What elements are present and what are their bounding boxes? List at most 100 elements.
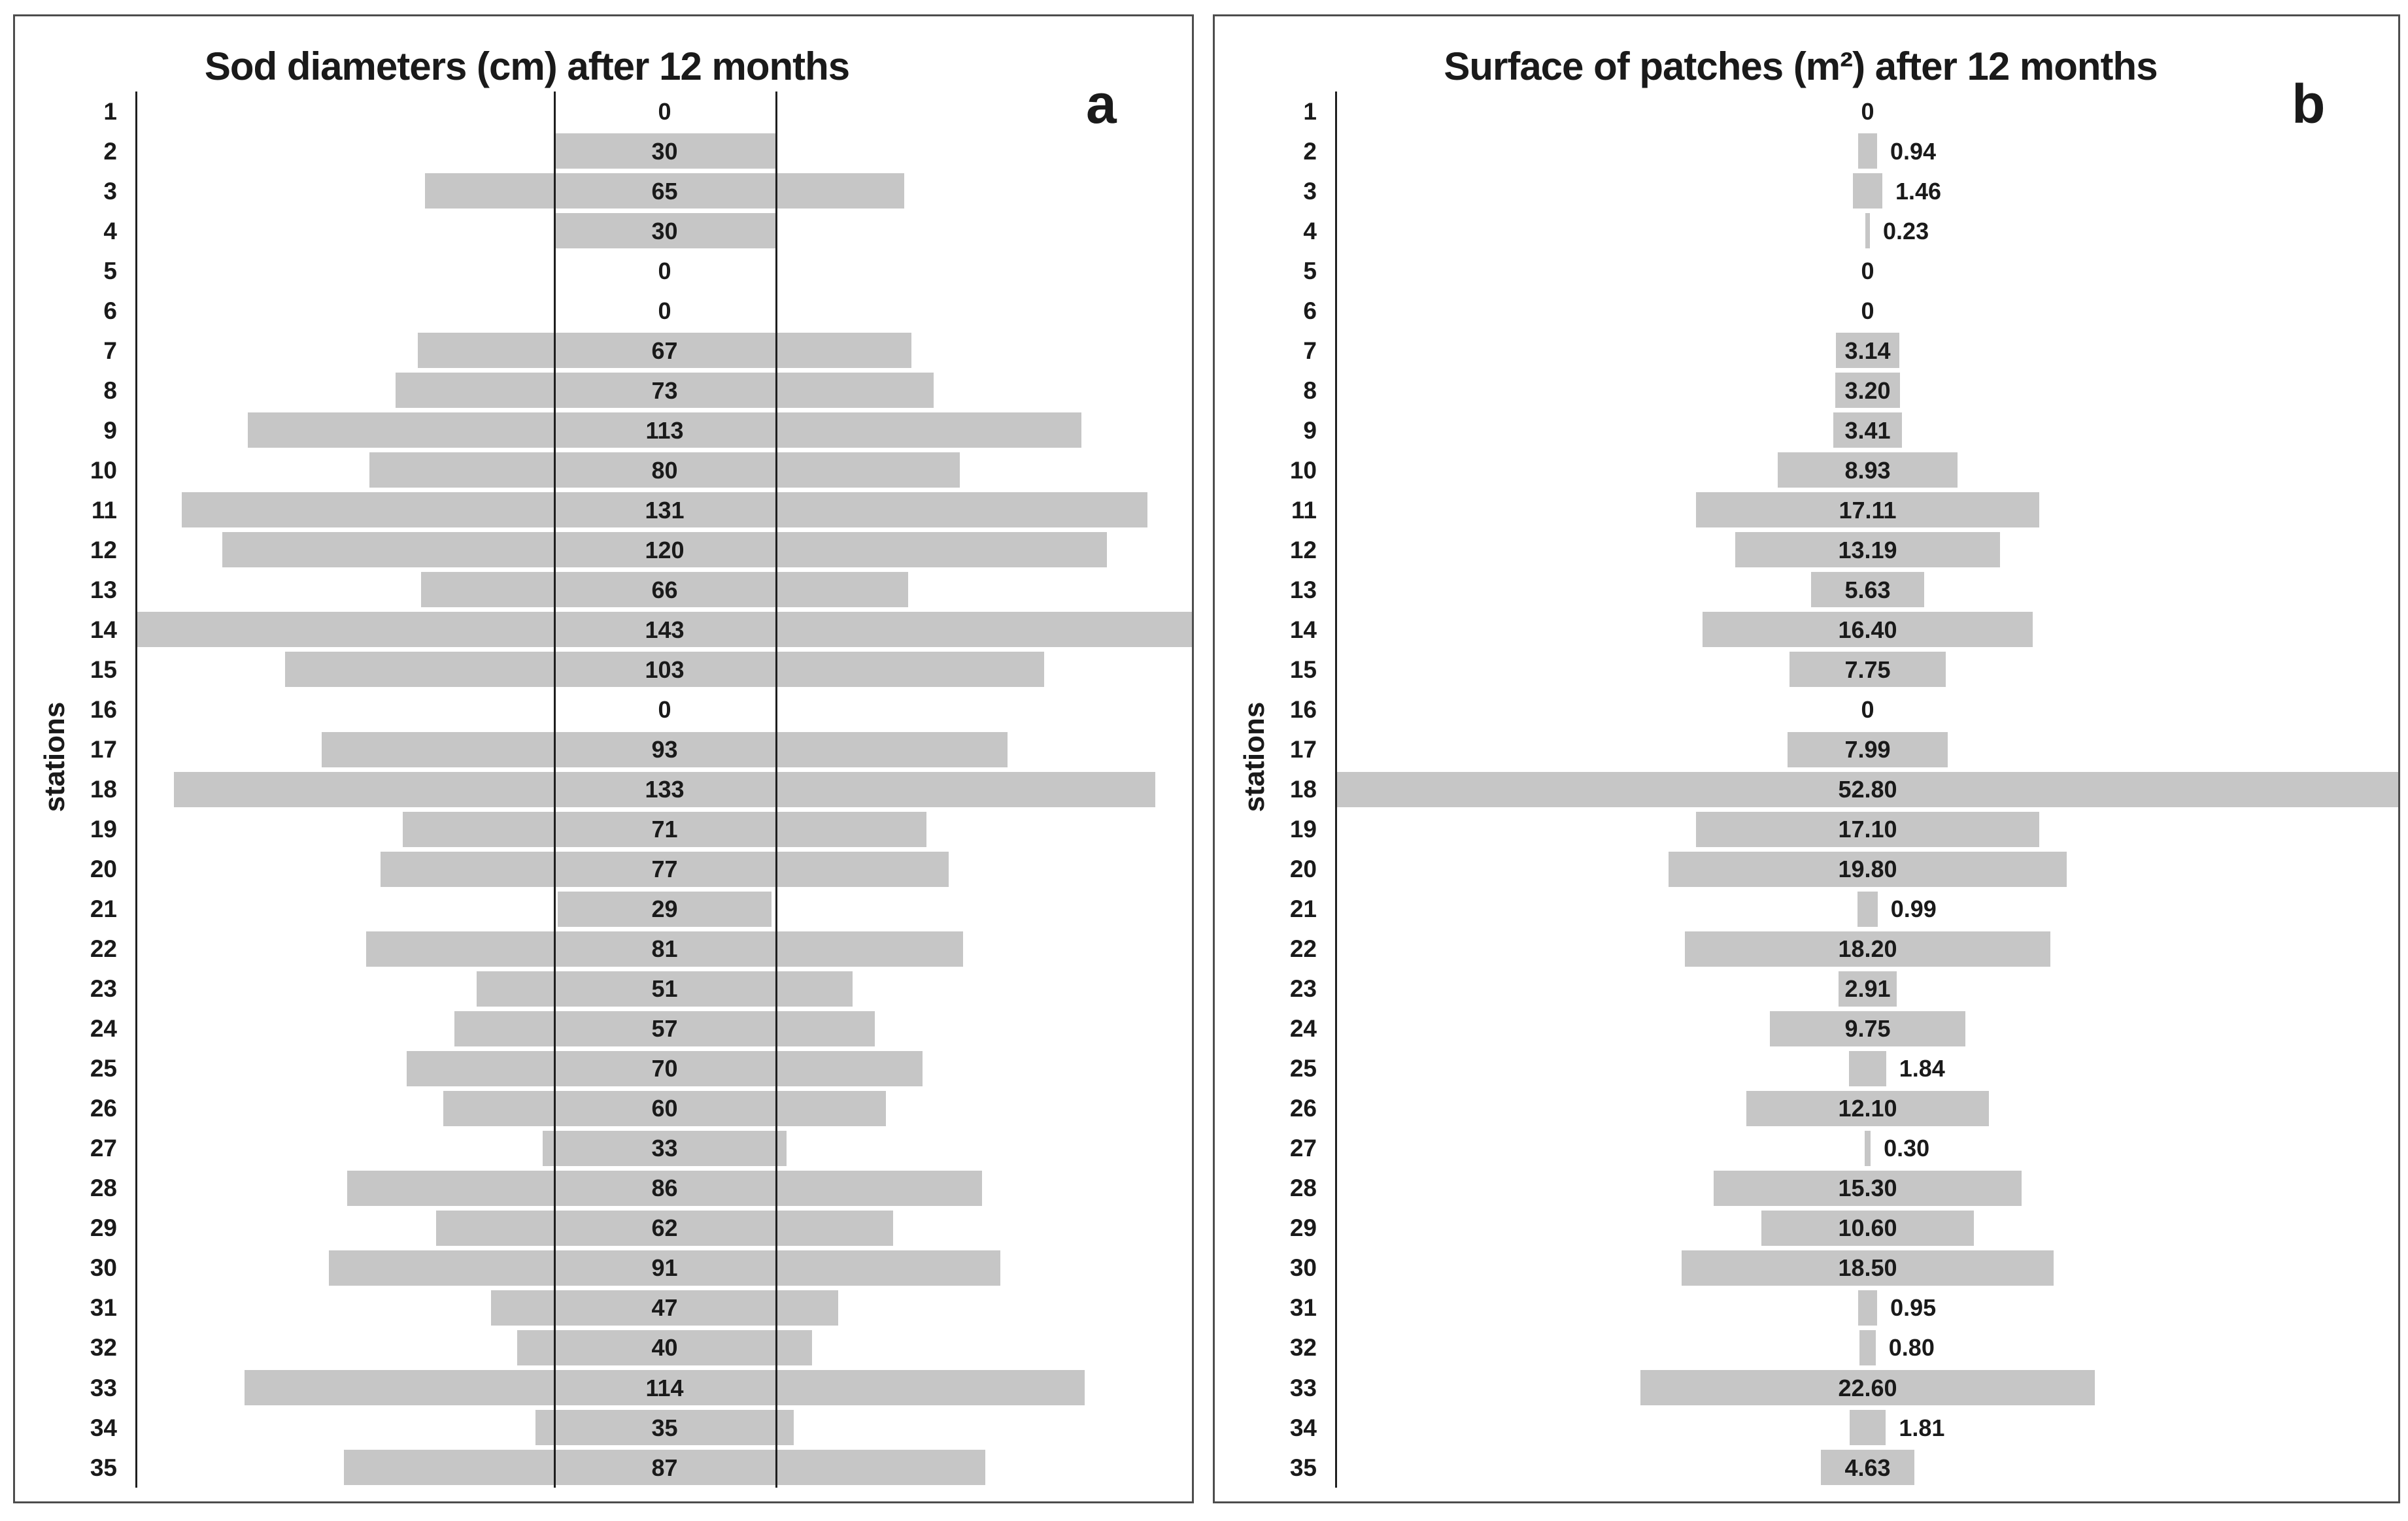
- value-label: 40: [651, 1334, 678, 1362]
- station-tick: 9: [103, 416, 117, 444]
- bar: [1769, 1011, 1966, 1046]
- station-tick: 29: [1289, 1214, 1317, 1242]
- station-tick: 32: [90, 1334, 117, 1362]
- value-label: 0: [658, 297, 671, 324]
- bar: [454, 1011, 875, 1046]
- value-label: 93: [651, 736, 678, 763]
- bar: [1695, 811, 2040, 847]
- bar-area: 66: [135, 570, 1192, 610]
- station-tick: 25: [90, 1055, 117, 1082]
- bar: [1859, 1329, 1876, 1365]
- station-tick: 17: [1289, 736, 1317, 763]
- bar: [222, 532, 1108, 568]
- bar: [381, 851, 949, 887]
- bar: [443, 1090, 886, 1126]
- bar: [1682, 1250, 2054, 1286]
- bar-row: 3 1.46: [1215, 171, 2398, 212]
- bar: [554, 213, 775, 249]
- bar: [248, 412, 1081, 448]
- bar: [1853, 173, 1882, 209]
- station-tick: 34: [1289, 1414, 1317, 1441]
- bar-area: 13.19: [1335, 530, 2398, 571]
- station-tick: 19: [90, 816, 117, 843]
- panel-letter-b: b: [2292, 73, 2326, 135]
- station-tick: 24: [90, 1015, 117, 1043]
- station-tick: 12: [1289, 536, 1317, 563]
- value-label: 0: [658, 257, 671, 284]
- bar-row: 4 0.23: [1215, 211, 2398, 252]
- station-tick: 13: [90, 576, 117, 603]
- bar-area: 1.46: [1335, 171, 2398, 212]
- bar: [1835, 373, 1900, 409]
- station-tick: 21: [1289, 895, 1317, 923]
- value-label: 35: [651, 1414, 678, 1441]
- station-tick: 5: [103, 257, 117, 284]
- station-tick: 26: [90, 1095, 117, 1122]
- bar-area: 15.30: [1335, 1168, 2398, 1209]
- bar-area: 0.95: [1335, 1288, 2398, 1328]
- bar-area: 3.41: [1335, 410, 2398, 451]
- bar: [1684, 931, 2051, 967]
- bar: [1703, 612, 2033, 648]
- value-label: 57: [651, 1015, 678, 1043]
- chart-panel-b: Surface of patches (m²) after 12 months …: [1213, 14, 2400, 1503]
- station-tick: 30: [1289, 1254, 1317, 1282]
- bar-area: 3.14: [1335, 331, 2398, 371]
- value-label: 103: [645, 656, 685, 683]
- bar: [1640, 1370, 2095, 1406]
- bar: [421, 572, 908, 608]
- bar-area: 0.80: [1335, 1328, 2398, 1368]
- station-tick: 22: [90, 935, 117, 963]
- bar: [1669, 851, 2067, 887]
- bar-row: 16 0: [1215, 690, 2398, 730]
- station-tick: 33: [1289, 1374, 1317, 1401]
- bar: [1714, 1170, 2022, 1206]
- station-tick: 2: [1303, 137, 1317, 165]
- value-label: 47: [651, 1294, 678, 1322]
- bar-area: 0: [135, 291, 1192, 331]
- bar: [1789, 652, 1946, 688]
- bar-area: 87: [135, 1448, 1192, 1488]
- bar: [1810, 572, 1925, 608]
- value-label: 52.80: [1838, 776, 1897, 803]
- bar-area: 17.11: [1335, 490, 2398, 531]
- value-label: 33: [651, 1135, 678, 1162]
- bar: [491, 1290, 838, 1326]
- station-tick: 33: [90, 1374, 117, 1401]
- value-label: 19.80: [1838, 856, 1897, 883]
- value-label: 0.99: [1890, 895, 1937, 923]
- bar: [543, 1130, 787, 1166]
- bar-area: 17.10: [1335, 809, 2398, 850]
- bar: [435, 1210, 894, 1246]
- bar-area: 7.75: [1335, 650, 2398, 690]
- station-tick: 9: [1303, 416, 1317, 444]
- station-tick: 23: [90, 975, 117, 1003]
- bar-row: 2 30: [15, 131, 1192, 172]
- station-tick: 1: [103, 97, 117, 125]
- station-tick: 22: [1289, 935, 1317, 963]
- bar-row: 31 0.95: [1215, 1288, 2398, 1328]
- bar-row: 35 87: [15, 1448, 1192, 1488]
- bar-row: 26 12.10: [1215, 1088, 2398, 1129]
- bar-row: 29 10.60: [1215, 1208, 2398, 1248]
- bar: [1858, 133, 1877, 169]
- bar-area: 4.63: [1335, 1448, 2398, 1488]
- value-label: 17.11: [1839, 496, 1897, 524]
- station-tick: 11: [91, 496, 117, 524]
- bar-row: 15 103: [15, 650, 1192, 690]
- bar-row: 16 0: [15, 690, 1192, 730]
- value-label: 0.94: [1890, 137, 1937, 165]
- value-label: 51: [651, 975, 678, 1003]
- station-tick: 25: [1289, 1055, 1317, 1082]
- value-label: 0: [658, 695, 671, 723]
- bar-row: 7 67: [15, 331, 1192, 371]
- value-label: 15.30: [1838, 1175, 1897, 1202]
- bar-area: 18.20: [1335, 929, 2398, 969]
- value-label: 4.63: [1844, 1454, 1891, 1481]
- value-label: 71: [651, 816, 678, 843]
- bar: [1778, 452, 1958, 488]
- value-label: 1.46: [1895, 177, 1942, 205]
- bar-area: 0: [1335, 92, 2398, 132]
